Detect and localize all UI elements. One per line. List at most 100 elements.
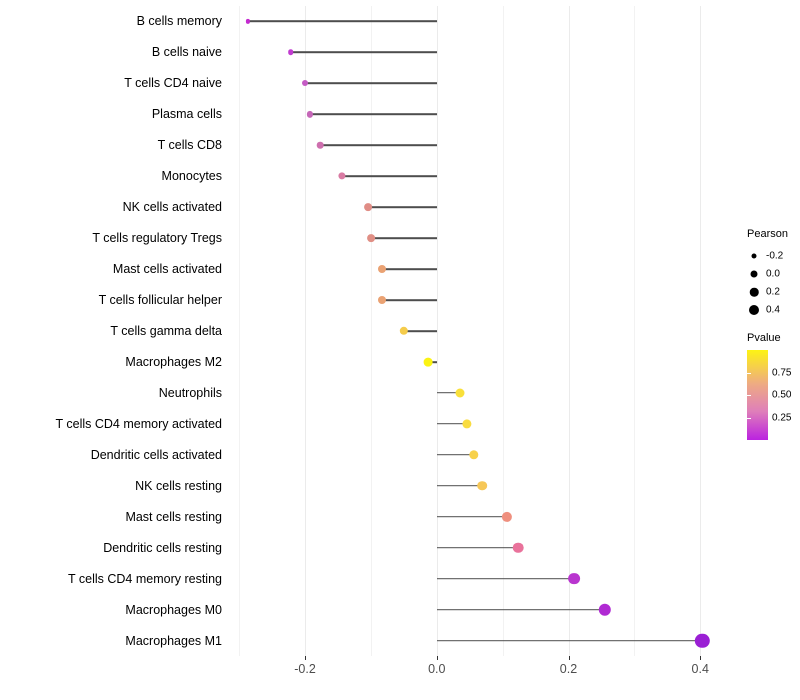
gridline-minor: [634, 6, 636, 656]
x-tick-mark: [700, 656, 702, 660]
x-tick-label: -0.2: [294, 662, 316, 676]
lollipop-stem: [436, 454, 474, 456]
lollipop-stem: [310, 113, 437, 116]
size-legend-dot: [751, 253, 757, 259]
y-axis-label: T cells regulatory Tregs: [92, 230, 222, 245]
size-legend-item: 0.4: [735, 301, 800, 319]
gridline-major: [436, 6, 438, 656]
x-tick-mark: [305, 656, 307, 660]
x-tick-label: 0.4: [691, 662, 709, 676]
y-axis-label: Macrophages M0: [125, 602, 222, 617]
lollipop-stem: [382, 268, 437, 270]
legend-area: Pearson -0.2 0.0 0.2 0.4 Pvalue 0.75 0.50 0.2…: [735, 0, 800, 700]
gridline-major: [305, 6, 307, 656]
lollipop-point[interactable]: [462, 419, 472, 429]
y-axis-label: B cells memory: [136, 14, 222, 29]
x-tick-label: 0.0: [428, 662, 446, 676]
lollipop-point[interactable]: [423, 357, 433, 367]
lollipop-point[interactable]: [695, 633, 710, 648]
color-legend-title: Pvalue: [747, 332, 781, 344]
x-tick-mark: [436, 656, 438, 660]
lollipop-point[interactable]: [378, 265, 387, 274]
lollipop-stem: [368, 206, 437, 208]
lollipop-point[interactable]: [287, 49, 294, 56]
lollipop-stem: [382, 299, 437, 301]
lollipop-point[interactable]: [501, 511, 512, 522]
colorbar-label: 0.50: [772, 389, 792, 401]
size-legend-dot: [749, 305, 759, 315]
lollipop-point[interactable]: [367, 234, 375, 243]
lollipop-point[interactable]: [378, 296, 387, 305]
gridline-minor: [239, 6, 241, 656]
y-axis-label: T cells CD4 memory resting: [68, 571, 222, 586]
lollipop-point[interactable]: [307, 111, 314, 118]
lollipop-stem: [436, 392, 461, 394]
y-axis-label: B cells naive: [151, 45, 222, 60]
size-legend-label: 0.4: [766, 304, 780, 316]
y-axis-label: Monocytes: [161, 168, 222, 183]
y-axis-label: T cells follicular helper: [98, 292, 222, 307]
lollipop-stem: [247, 20, 437, 23]
gridline-minor: [370, 6, 372, 656]
gridline-minor: [502, 6, 504, 656]
y-axis-label: Dendritic cells resting: [103, 540, 222, 555]
y-axis-label: Macrophages M1: [125, 633, 222, 648]
gridline-major: [568, 6, 570, 656]
lollipop-stem: [403, 330, 437, 332]
lollipop-stem: [436, 484, 483, 487]
lollipop-stem: [436, 577, 575, 580]
lollipop-stem: [370, 237, 437, 239]
lollipop-stem: [436, 515, 507, 518]
size-legend-items: -0.2 0.0 0.2 0.4: [735, 247, 800, 319]
plot-panel: [226, 6, 720, 656]
lollipop-point[interactable]: [568, 572, 581, 585]
lollipop-point[interactable]: [477, 480, 488, 491]
colorbar-tick: [747, 417, 751, 419]
lollipop-stem: [305, 82, 437, 85]
y-axis-label: Plasma cells: [151, 107, 222, 122]
y-axis-label: T cells gamma delta: [110, 323, 222, 338]
size-legend-dot: [750, 270, 758, 278]
x-tick-label: 0.2: [559, 662, 578, 676]
lollipop-point[interactable]: [302, 80, 309, 87]
size-legend-item: 0.2: [735, 283, 800, 301]
lollipop-point[interactable]: [338, 172, 346, 180]
colorbar-tick: [747, 395, 751, 396]
y-axis-label: Mast cells resting: [125, 509, 222, 524]
y-axis-label: NK cells resting: [135, 478, 222, 493]
y-axis-label: Dendritic cells activated: [90, 447, 222, 462]
lollipop-point[interactable]: [598, 603, 611, 616]
x-tick-mark: [568, 656, 570, 660]
lollipop-stem: [436, 608, 605, 611]
colorbar-label: 0.25: [772, 412, 792, 423]
size-legend-item: -0.2: [735, 247, 800, 265]
y-axis-label: NK cells activated: [122, 199, 222, 214]
size-legend-label: 0.2: [766, 286, 780, 298]
lollipop-point[interactable]: [468, 450, 479, 460]
lollipop-point[interactable]: [455, 388, 465, 398]
lollipop-point[interactable]: [245, 19, 250, 24]
y-axis-label: Mast cells activated: [112, 261, 222, 276]
y-axis-label: T cells CD4 naive: [124, 76, 222, 91]
lollipop-stem: [436, 423, 468, 425]
y-axis-label: T cells CD8: [157, 138, 222, 153]
y-axis-label: Neutrophils: [158, 385, 222, 400]
lollipop-stem: [436, 546, 519, 549]
x-axis: -0.2 0.0 0.2 0.4: [226, 656, 720, 686]
lollipop-point[interactable]: [399, 326, 409, 336]
lollipop-point[interactable]: [513, 542, 524, 553]
size-legend-title: Pearson: [747, 228, 788, 240]
lollipop-point[interactable]: [316, 141, 324, 149]
gridline-major: [700, 6, 702, 656]
lollipop-point[interactable]: [364, 203, 373, 212]
pvalue-colorbar: [747, 350, 768, 440]
y-axis-label: T cells CD4 memory activated: [55, 416, 223, 431]
y-axis-label-group: B cells memory B cells naive T cells CD4 n…: [0, 0, 223, 700]
lollipop-stem: [320, 144, 437, 147]
size-legend-label: -0.2: [766, 250, 784, 262]
size-legend-label: 0.0: [766, 268, 780, 280]
lollipop-stem: [341, 175, 437, 178]
size-legend-dot: [749, 287, 759, 297]
colorbar-tick: [747, 372, 751, 374]
